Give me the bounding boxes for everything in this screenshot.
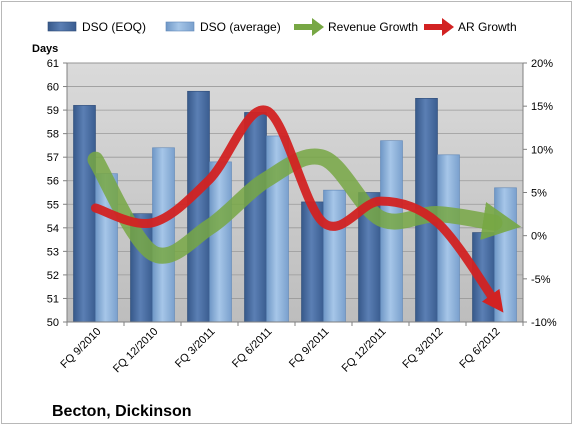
x-tick-label: FQ 9/2010 (58, 326, 103, 371)
legend-swatch (165, 21, 195, 32)
y2-tick-label: 15% (531, 101, 553, 113)
y-tick-label: 61 (47, 58, 59, 70)
y2-tick-label: -10% (531, 317, 557, 329)
legend: DSO (EOQ) DSO (average) Revenue Growth AR G… (47, 18, 517, 36)
y2-tick-label: 5% (531, 188, 547, 200)
legend-label: DSO (average) (200, 20, 281, 34)
x-tick-label: FQ 12/2010 (111, 326, 161, 376)
chart-title: Becton, Dickinson (52, 403, 192, 420)
bar-dso-average-1 (152, 147, 175, 323)
y-tick-label: 50 (47, 317, 59, 329)
line-series (87, 105, 522, 313)
y2-tick-label: 0% (531, 231, 547, 243)
y-tick-label: 56 (47, 176, 59, 188)
x-tick-label: FQ 6/2011 (230, 326, 275, 371)
y-tick-label: 57 (47, 152, 59, 164)
y-tick-label: 55 (47, 199, 59, 211)
x-tick-label: FQ 3/2011 (173, 326, 218, 371)
legend-swatch (47, 21, 77, 32)
legend-label: DSO (EOQ) (82, 20, 146, 34)
x-tick-label: FQ 9/2011 (287, 326, 332, 371)
legend-label: Revenue Growth (328, 20, 418, 34)
bar-dso-average-4 (323, 189, 346, 323)
y2-tick-label: 20% (531, 58, 553, 70)
legend-label: AR Growth (458, 20, 517, 34)
y-tick-label: 60 (47, 82, 59, 94)
y-tick-label: 58 (47, 129, 59, 141)
bar-dso-eoq-2 (187, 90, 210, 323)
y-tick-label: 54 (47, 223, 59, 235)
bar-dso-average-5 (380, 140, 403, 323)
bar-dso-eoq-0 (73, 105, 96, 323)
bar-dso-eoq-3 (244, 112, 267, 323)
y2-tick-label: 10% (531, 144, 553, 156)
y-tick-label: 51 (47, 293, 59, 305)
y2-tick-label: -5% (531, 274, 551, 286)
y-tick-label: 52 (47, 270, 59, 282)
bar-dso-average-2 (209, 161, 232, 323)
y-tick-label: 59 (47, 105, 59, 117)
legend-arrow-icon (294, 18, 324, 36)
ar-growth-line (91, 105, 504, 313)
x-tick-label: FQ 3/2012 (400, 326, 445, 371)
legend-arrow-icon (424, 18, 454, 36)
x-tick-label: FQ 6/2012 (457, 326, 502, 371)
x-tick-label: FQ 12/2011 (340, 326, 389, 375)
y-axis-title: Days (32, 43, 58, 55)
y-tick-label: 53 (47, 246, 59, 258)
